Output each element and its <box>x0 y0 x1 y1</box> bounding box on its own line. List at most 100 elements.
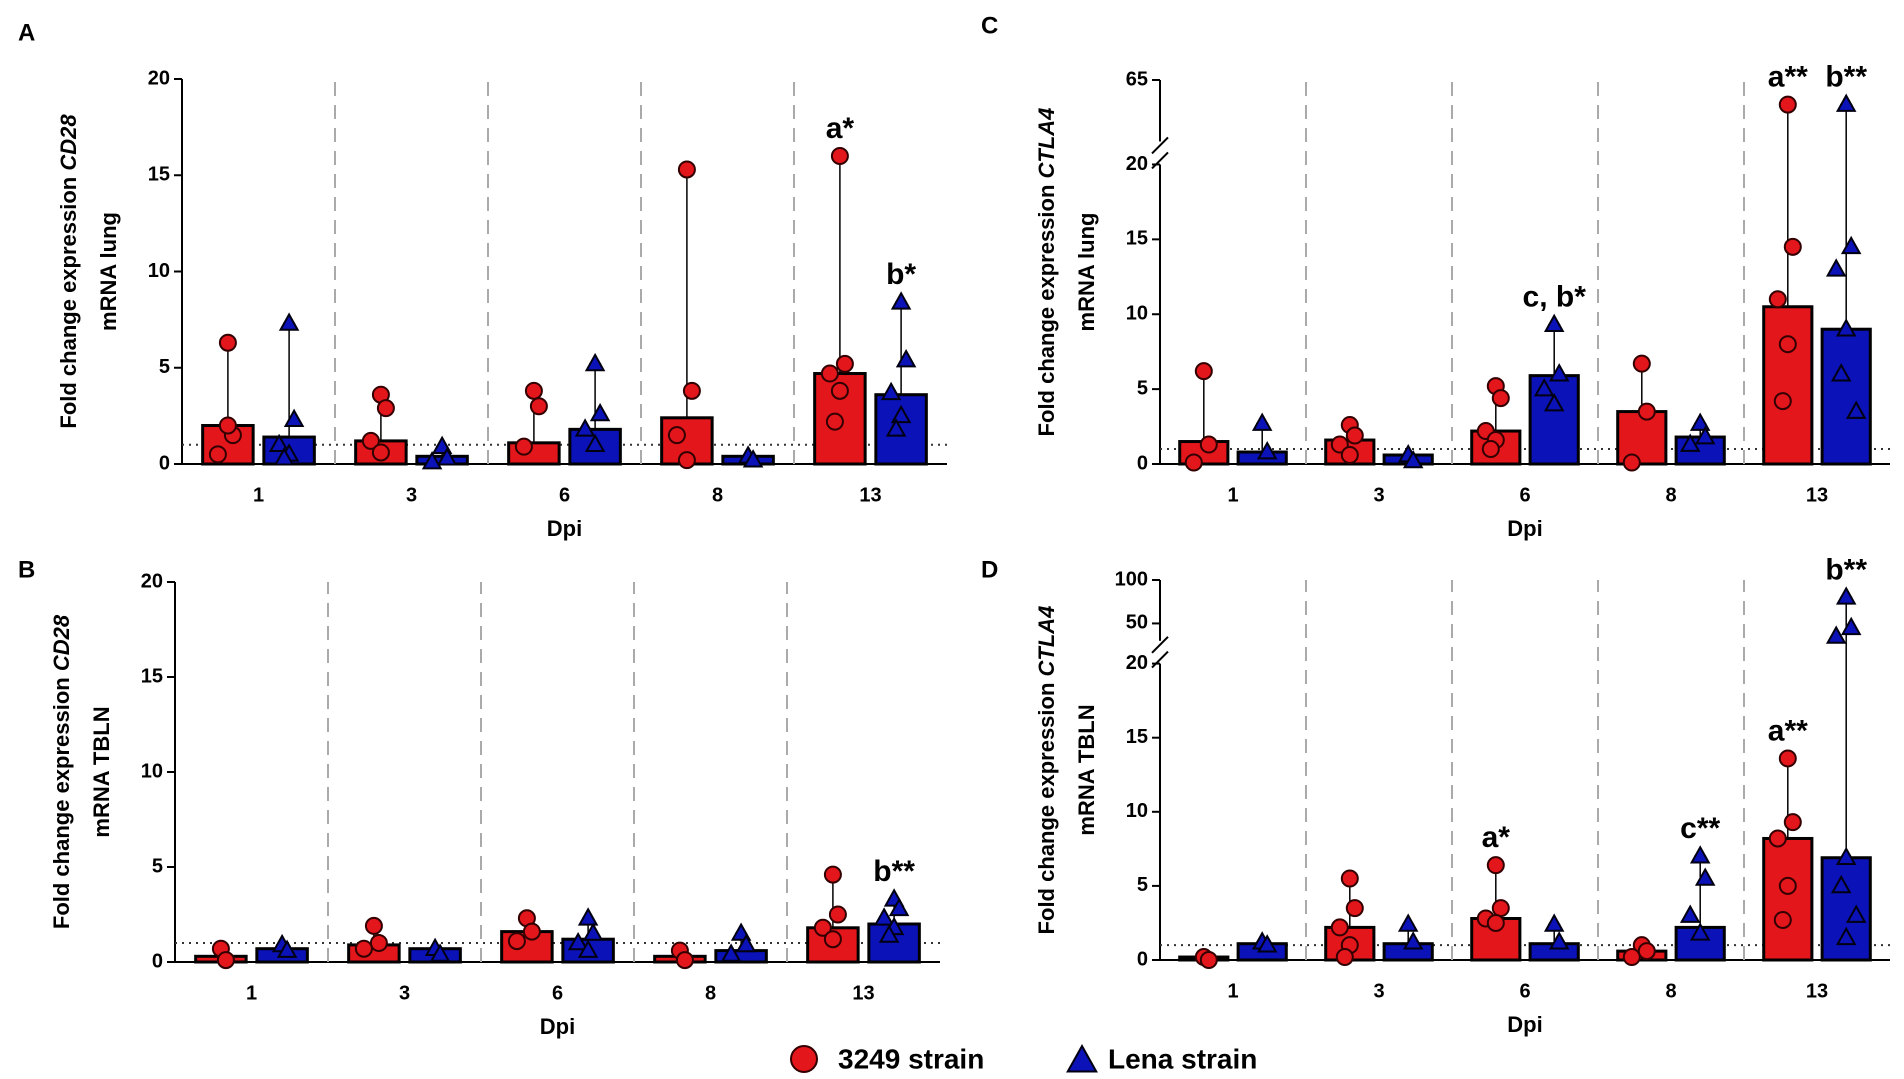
panel-label: C <box>981 12 998 39</box>
annotation: c, b* <box>1523 281 1587 314</box>
data-point <box>1194 362 1213 381</box>
axis-break <box>1151 136 1169 155</box>
x-tick-label: 6 <box>1519 980 1530 1002</box>
data-point <box>1835 926 1857 946</box>
legend-label: Lena strain <box>1108 1043 1257 1074</box>
y-tick-label: 20 <box>148 67 170 89</box>
data-point <box>514 437 533 456</box>
panel-label: A <box>18 19 35 46</box>
data-point <box>1778 95 1797 114</box>
data-point <box>1845 400 1867 419</box>
data-point <box>208 445 227 464</box>
x-tick-label: 8 <box>1665 980 1676 1002</box>
data-point <box>1543 913 1565 932</box>
data-point <box>1632 354 1651 373</box>
data-point <box>675 951 694 970</box>
y-tick-label: 15 <box>1126 228 1148 250</box>
y-tick-label: 5 <box>1137 874 1148 896</box>
y-tick-label: 10 <box>141 760 163 782</box>
x-tick-label: 8 <box>712 484 723 506</box>
y-axis-label-2: mRNA TBLN <box>1074 704 1099 835</box>
gene-name: CTLA4 <box>1034 108 1059 179</box>
data-point <box>1778 335 1797 354</box>
data-point <box>677 160 696 179</box>
data-point <box>1689 922 1711 941</box>
data-point <box>276 939 298 958</box>
y-axis-label-2: mRNA lung <box>1074 213 1099 332</box>
data-point <box>1768 829 1787 848</box>
data-point <box>567 931 589 951</box>
y-tick-label: 10 <box>1126 800 1148 822</box>
x-tick-label: 3 <box>1373 484 1384 506</box>
data-point <box>376 399 395 418</box>
y-axis-label: Fold change expression CD28 <box>49 614 74 929</box>
x-tick-label: 6 <box>559 484 570 506</box>
data-point <box>354 939 373 958</box>
data-point <box>895 349 917 368</box>
x-tick-label: 13 <box>859 484 881 506</box>
y-axis-label-text: Fold change expression <box>56 177 81 429</box>
panel-label: D <box>981 556 998 583</box>
data-point <box>1835 846 1857 866</box>
data-point <box>1199 435 1218 454</box>
data-point <box>278 312 300 331</box>
data-point <box>1835 318 1857 337</box>
data-point <box>677 451 696 470</box>
y-tick-label: 15 <box>141 665 163 687</box>
data-point <box>524 381 543 400</box>
y-tick-label: 5 <box>1137 377 1148 399</box>
data-point <box>529 397 548 416</box>
y-tick-label: 20 <box>141 570 163 592</box>
y-tick-label: 5 <box>152 855 163 877</box>
data-point <box>1402 449 1424 469</box>
data-point <box>1533 378 1555 397</box>
data-point <box>1773 392 1792 411</box>
annotation: b* <box>886 258 916 291</box>
x-tick-label: 6 <box>552 982 563 1004</box>
y-tick-label: 15 <box>148 164 170 186</box>
bar <box>1616 410 1668 466</box>
y-axis-label-2: mRNA TBLN <box>89 706 114 837</box>
annotation: b** <box>1825 553 1867 586</box>
data-point <box>1184 453 1203 472</box>
x-tick-label: 6 <box>1519 484 1530 506</box>
data-point <box>218 416 237 435</box>
data-point <box>1773 910 1792 929</box>
data-point <box>1622 453 1641 472</box>
y-tick-label: 0 <box>1137 452 1148 474</box>
legend-marker <box>790 1045 818 1073</box>
data-point <box>823 865 842 884</box>
y-axis-label: Fold change expression CTLA4 <box>1034 606 1059 935</box>
axis-break <box>1151 151 1169 170</box>
data-point <box>1679 433 1701 452</box>
data-point <box>1548 363 1570 382</box>
data-point <box>1637 942 1656 961</box>
axis-break <box>1151 650 1169 669</box>
data-point <box>1830 363 1852 382</box>
data-point <box>1256 440 1278 460</box>
gene-name: CD28 <box>56 114 81 171</box>
annotation: a** <box>1768 60 1808 93</box>
data-point <box>813 918 832 937</box>
data-point <box>273 447 295 466</box>
y-tick-label: 15 <box>1126 726 1148 748</box>
y-tick-label: 0 <box>152 950 163 972</box>
data-point <box>1694 425 1716 445</box>
data-point <box>1840 616 1862 636</box>
data-point <box>885 418 907 437</box>
annotation: a* <box>826 112 855 145</box>
axis-break <box>1151 636 1169 654</box>
data-point <box>1548 931 1570 950</box>
data-point <box>742 449 764 468</box>
y-axis-label: Fold change expression CTLA4 <box>1034 108 1059 437</box>
y-axis-label-2: mRNA lung <box>96 212 121 331</box>
data-point <box>582 922 604 941</box>
data-point <box>429 943 451 962</box>
y-tick-label: 10 <box>148 260 170 282</box>
y-axis-label-text: Fold change expression <box>1034 683 1059 935</box>
data-point <box>823 930 842 949</box>
x-tick-label: 3 <box>1373 980 1384 1002</box>
data-point <box>1778 876 1797 895</box>
y-tick-label: 20 <box>1126 153 1148 175</box>
data-point <box>825 412 844 431</box>
